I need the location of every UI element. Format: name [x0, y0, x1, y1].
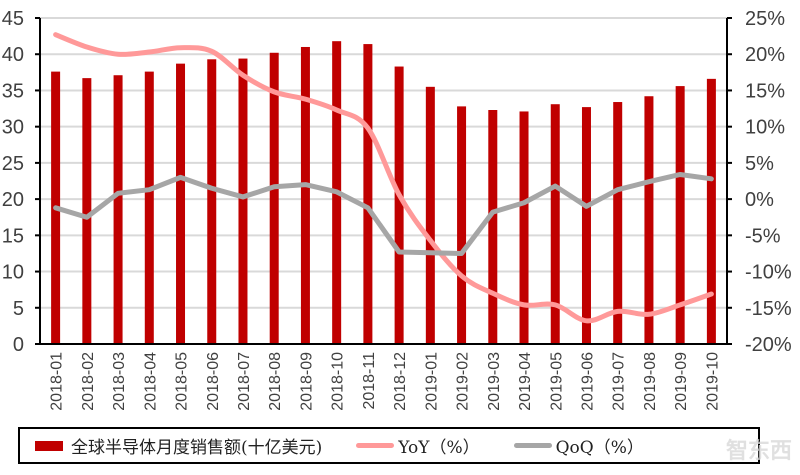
legend-bar-swatch: [35, 440, 63, 451]
bar: [581, 107, 591, 345]
left-tick-label: 40: [2, 44, 24, 66]
right-tick-label: 10%: [745, 117, 785, 139]
legend-line-swatch-qoq: [513, 443, 552, 448]
left-tick-label: 20: [2, 189, 24, 211]
bar: [706, 78, 716, 344]
x-tick-label: 2019-08: [642, 352, 659, 411]
axes: 0 5 10 15 20 25 30 35 40 45 -20% -15% -10% -5% 0% 5% 10%…: [2, 8, 792, 356]
left-tick-label: 5: [13, 298, 24, 320]
x-tick-label: 2019-01: [423, 352, 440, 411]
bar: [644, 96, 654, 345]
bar: [457, 106, 467, 344]
x-tick-label: 2019-03: [486, 352, 503, 411]
right-tick-label: -15%: [745, 298, 792, 320]
x-tick-label: 2018-09: [298, 352, 315, 411]
bar: [176, 63, 186, 344]
x-tick-label: 2018-04: [142, 352, 159, 411]
x-tick-label: 2019-02: [455, 352, 472, 411]
legend-item-qoq: QoQ（%）: [513, 433, 644, 458]
qoq-line: [53, 171, 714, 256]
x-tick-label: 2019-05: [548, 352, 565, 411]
x-tick-label: 2019-06: [579, 352, 596, 411]
left-tick-label: 30: [2, 117, 24, 139]
x-tick-label: 2019-10: [704, 352, 721, 411]
bar: [82, 78, 92, 344]
left-tick-label: 10: [2, 262, 24, 284]
bar: [207, 59, 217, 344]
x-tick-label: 2018-07: [236, 352, 253, 411]
right-tick-label: 20%: [745, 44, 785, 66]
legend-label-qoq: QoQ（%）: [555, 438, 644, 458]
bar: [113, 75, 123, 344]
right-tick-label: -5%: [745, 225, 781, 247]
right-tick-label: 0%: [745, 189, 774, 211]
legend-label-sales: 全球半导体月度销售额(十亿美元): [71, 438, 323, 458]
x-tick-label: 2018-10: [330, 352, 347, 411]
left-tick-label: 15: [2, 225, 24, 247]
right-tick-label: 25%: [745, 8, 785, 30]
bar: [363, 44, 373, 344]
bar: [550, 104, 560, 344]
bar: [300, 46, 310, 344]
x-tick-label: 2019-04: [517, 352, 534, 411]
x-tick-label: 2019-07: [611, 352, 628, 411]
x-tick-label: 2018-06: [205, 352, 222, 411]
right-tick-label: -20%: [745, 334, 792, 356]
bar: [269, 52, 279, 344]
x-tick-label: 2018-11: [361, 352, 378, 410]
legend-item-sales: 全球半导体月度销售额(十亿美元): [35, 433, 322, 458]
x-tick-label: 2018-05: [174, 352, 191, 411]
bar: [519, 111, 529, 344]
watermark: 智东西: [725, 439, 792, 464]
right-tick-label: -10%: [745, 262, 792, 284]
left-tick-label: 0: [13, 334, 24, 356]
bar: [425, 86, 435, 345]
left-tick-label: 25: [2, 153, 24, 175]
bar: [394, 66, 404, 344]
sales-bars: [51, 41, 716, 345]
bar: [238, 58, 248, 345]
x-tick-label: 2018-08: [267, 352, 284, 411]
legend-label-yoy: YoY（%）: [398, 438, 480, 458]
legend-item-yoy: YoY（%）: [356, 433, 480, 458]
x-tick-label: 2018-01: [49, 352, 66, 411]
legend: 全球半导体月度销售额(十亿美元) YoY（%） QoQ（%）: [18, 427, 760, 464]
bar: [488, 110, 498, 344]
x-tick-label: 2018-03: [111, 352, 128, 411]
trend-lines: [53, 32, 714, 324]
right-tick-label: 5%: [745, 153, 774, 175]
yoy-line: [53, 32, 714, 324]
bar: [613, 102, 623, 344]
x-tick-label: 2018-02: [80, 352, 97, 411]
legend-line-swatch-yoy: [356, 443, 395, 448]
bar: [144, 71, 154, 344]
left-tick-label: 35: [2, 80, 24, 102]
right-tick-label: 15%: [745, 80, 785, 102]
left-tick-label: 45: [2, 8, 24, 30]
x-axis-labels: 2018-01 2018-02 2018-03 2018-04 2018-05 2018-…: [49, 352, 722, 411]
bar: [675, 86, 685, 344]
x-tick-label: 2018-12: [392, 352, 409, 411]
x-tick-label: 2019-09: [673, 352, 690, 411]
